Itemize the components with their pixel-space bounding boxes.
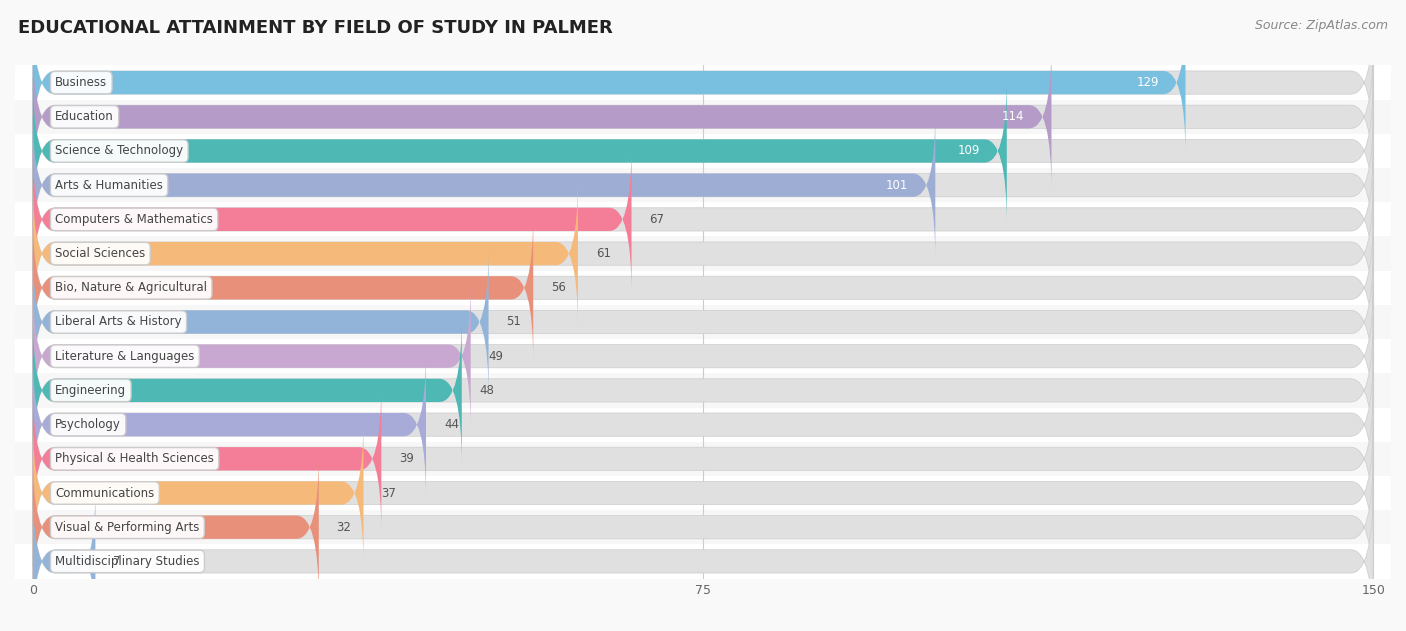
Text: Literature & Languages: Literature & Languages bbox=[55, 350, 194, 363]
Bar bbox=[0, 237, 1406, 271]
FancyBboxPatch shape bbox=[32, 351, 426, 498]
FancyBboxPatch shape bbox=[32, 214, 1374, 362]
Text: EDUCATIONAL ATTAINMENT BY FIELD OF STUDY IN PALMER: EDUCATIONAL ATTAINMENT BY FIELD OF STUDY… bbox=[18, 19, 613, 37]
FancyBboxPatch shape bbox=[32, 77, 1374, 225]
Bar bbox=[0, 168, 1406, 203]
Text: Psychology: Psychology bbox=[55, 418, 121, 431]
Text: 7: 7 bbox=[114, 555, 121, 568]
FancyBboxPatch shape bbox=[32, 317, 461, 464]
Text: Visual & Performing Arts: Visual & Performing Arts bbox=[55, 521, 200, 534]
Text: Liberal Arts & History: Liberal Arts & History bbox=[55, 316, 181, 329]
FancyBboxPatch shape bbox=[32, 488, 96, 631]
Text: Engineering: Engineering bbox=[55, 384, 127, 397]
FancyBboxPatch shape bbox=[32, 111, 1374, 259]
FancyBboxPatch shape bbox=[32, 248, 1374, 396]
FancyBboxPatch shape bbox=[32, 43, 1052, 191]
Bar bbox=[0, 374, 1406, 408]
Bar bbox=[0, 305, 1406, 339]
Bar bbox=[0, 339, 1406, 374]
Bar bbox=[0, 510, 1406, 545]
Text: 44: 44 bbox=[444, 418, 458, 431]
Text: 32: 32 bbox=[336, 521, 352, 534]
FancyBboxPatch shape bbox=[32, 9, 1185, 156]
Bar bbox=[0, 476, 1406, 510]
FancyBboxPatch shape bbox=[32, 385, 381, 533]
Text: Communications: Communications bbox=[55, 487, 155, 500]
FancyBboxPatch shape bbox=[32, 146, 1374, 293]
Text: Computers & Mathematics: Computers & Mathematics bbox=[55, 213, 214, 226]
Text: Social Sciences: Social Sciences bbox=[55, 247, 145, 260]
Text: Education: Education bbox=[55, 110, 114, 123]
Text: 48: 48 bbox=[479, 384, 495, 397]
FancyBboxPatch shape bbox=[32, 282, 1374, 430]
FancyBboxPatch shape bbox=[32, 385, 1374, 533]
FancyBboxPatch shape bbox=[32, 453, 1374, 601]
Text: 37: 37 bbox=[381, 487, 396, 500]
Bar bbox=[0, 100, 1406, 134]
Text: Source: ZipAtlas.com: Source: ZipAtlas.com bbox=[1254, 19, 1388, 32]
FancyBboxPatch shape bbox=[32, 453, 319, 601]
Bar bbox=[0, 408, 1406, 442]
Text: 56: 56 bbox=[551, 281, 567, 294]
FancyBboxPatch shape bbox=[32, 419, 1374, 567]
Text: Physical & Health Sciences: Physical & Health Sciences bbox=[55, 452, 214, 465]
Bar bbox=[0, 545, 1406, 579]
Bar bbox=[0, 271, 1406, 305]
Text: Business: Business bbox=[55, 76, 107, 89]
Text: 101: 101 bbox=[886, 179, 908, 192]
FancyBboxPatch shape bbox=[32, 351, 1374, 498]
Text: 129: 129 bbox=[1136, 76, 1159, 89]
FancyBboxPatch shape bbox=[32, 248, 488, 396]
Text: Arts & Humanities: Arts & Humanities bbox=[55, 179, 163, 192]
FancyBboxPatch shape bbox=[32, 180, 578, 327]
Text: Science & Technology: Science & Technology bbox=[55, 144, 183, 158]
FancyBboxPatch shape bbox=[32, 214, 533, 362]
FancyBboxPatch shape bbox=[32, 146, 631, 293]
Text: 51: 51 bbox=[506, 316, 522, 329]
Bar bbox=[0, 442, 1406, 476]
FancyBboxPatch shape bbox=[32, 317, 1374, 464]
FancyBboxPatch shape bbox=[32, 111, 935, 259]
FancyBboxPatch shape bbox=[32, 77, 1007, 225]
Text: Bio, Nature & Agricultural: Bio, Nature & Agricultural bbox=[55, 281, 207, 294]
Bar bbox=[0, 134, 1406, 168]
FancyBboxPatch shape bbox=[32, 488, 1374, 631]
FancyBboxPatch shape bbox=[32, 180, 1374, 327]
FancyBboxPatch shape bbox=[32, 419, 364, 567]
Bar bbox=[0, 66, 1406, 100]
Text: Multidisciplinary Studies: Multidisciplinary Studies bbox=[55, 555, 200, 568]
Text: 114: 114 bbox=[1002, 110, 1025, 123]
Text: 109: 109 bbox=[957, 144, 980, 158]
Text: 67: 67 bbox=[650, 213, 665, 226]
Text: 39: 39 bbox=[399, 452, 415, 465]
FancyBboxPatch shape bbox=[32, 43, 1374, 191]
Bar bbox=[0, 203, 1406, 237]
FancyBboxPatch shape bbox=[32, 282, 471, 430]
Text: 61: 61 bbox=[596, 247, 610, 260]
Text: 49: 49 bbox=[488, 350, 503, 363]
FancyBboxPatch shape bbox=[32, 9, 1374, 156]
